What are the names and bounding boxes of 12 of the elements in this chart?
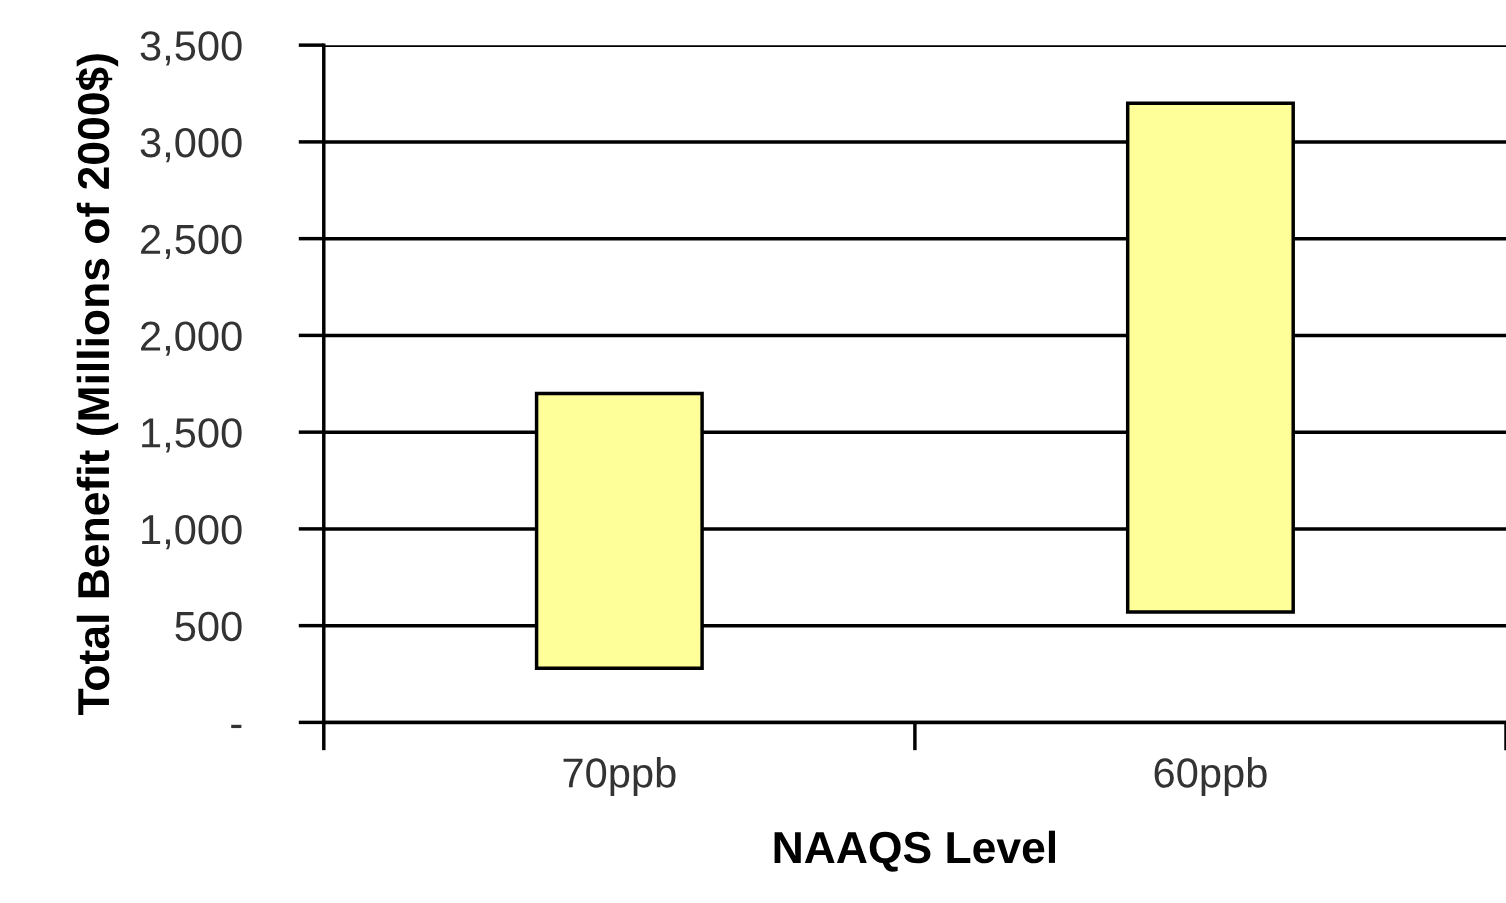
y-tick-label: 1,500 (142, 418, 242, 453)
y-axis-title: Total Benefit (Millions of 2000$) (75, 54, 119, 715)
x-tick-label: 60ppb (1154, 757, 1267, 796)
x-axis-title: NAAQS Level (774, 830, 1055, 872)
y-tick-label: 500 (175, 611, 242, 642)
y-tick-label: 1,000 (142, 514, 242, 550)
y-tick-label: 3,000 (140, 127, 242, 163)
y-tick-label: - (231, 724, 242, 729)
y-tick-label: 2,500 (141, 224, 242, 260)
x-tick-label: 70ppb (563, 757, 676, 796)
y-tick-label: 2,000 (141, 321, 242, 356)
y-tick-label: 3,500 (140, 31, 242, 66)
